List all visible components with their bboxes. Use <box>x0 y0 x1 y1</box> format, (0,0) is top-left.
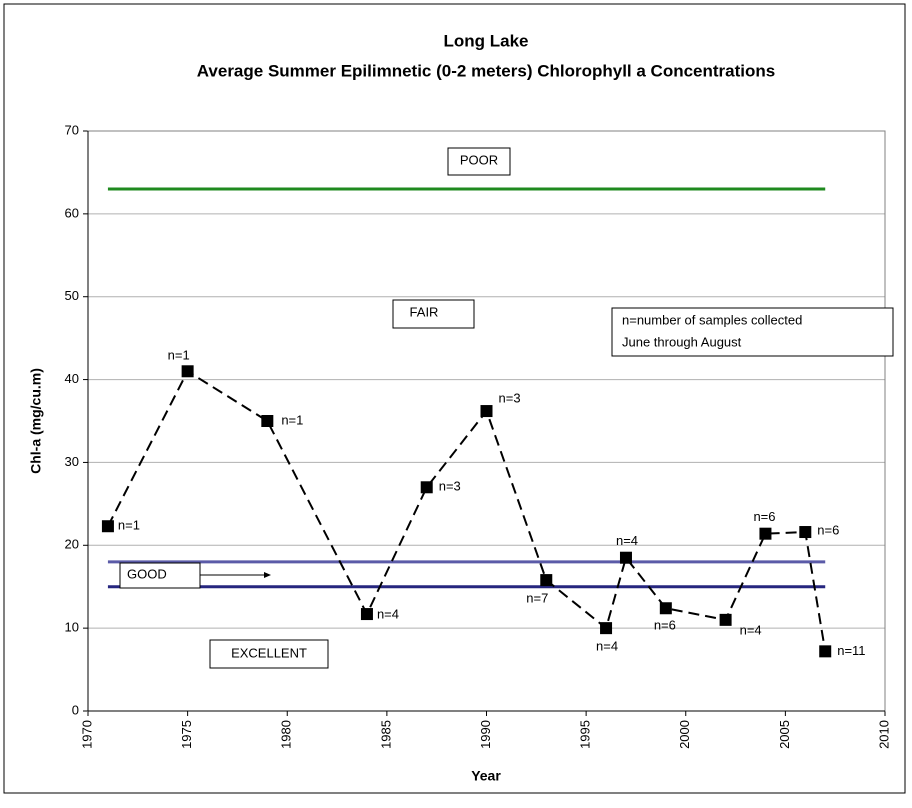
point-label: n=11 <box>837 643 865 658</box>
chart-title: Long Lake <box>443 31 528 50</box>
data-point <box>759 527 772 540</box>
point-label: n=6 <box>753 509 775 524</box>
point-label: n=1 <box>281 412 303 427</box>
x-tick-label: 2000 <box>677 720 692 749</box>
x-tick-label: 2005 <box>777 720 792 749</box>
y-tick-label: 30 <box>65 454 79 469</box>
data-point <box>360 608 373 621</box>
x-tick-label: 1980 <box>279 720 294 749</box>
point-label: n=6 <box>817 522 839 537</box>
arrow-head <box>264 572 271 578</box>
data-point <box>181 365 194 378</box>
data-point <box>819 645 832 658</box>
note-text: n=number of samples collected <box>622 312 802 327</box>
zone-box <box>447 147 511 176</box>
zone-label: POOR <box>460 152 498 167</box>
point-label: n=4 <box>377 606 399 621</box>
x-tick-label: 1975 <box>179 720 194 749</box>
y-tick-label: 20 <box>65 537 79 552</box>
chart-subtitle: Average Summer Epilimnetic (0-2 meters) … <box>197 61 775 80</box>
data-point <box>101 520 114 533</box>
data-line <box>107 369 827 652</box>
grid <box>83 130 886 716</box>
x-tick-label: 1970 <box>79 720 94 749</box>
x-tick-label: 1985 <box>378 720 393 749</box>
y-tick-label: 10 <box>65 620 79 635</box>
y-tick-label: 40 <box>65 371 79 386</box>
x-tick-label: 1990 <box>478 720 493 749</box>
data-point <box>619 551 632 564</box>
chart-frame <box>3 3 906 794</box>
point-label: n=4 <box>740 622 762 637</box>
data-point <box>420 481 433 494</box>
note-box <box>611 307 894 357</box>
zone-boxes: POOR FAIR GOOD EXCELLENT n=number of sam… <box>119 147 894 669</box>
x-tick-label: 1995 <box>578 720 593 749</box>
y-tick-label: 60 <box>65 205 79 220</box>
data-point <box>540 574 553 587</box>
zone-label: FAIR <box>410 304 439 319</box>
note-text: June through August <box>622 334 742 349</box>
data-point <box>600 622 613 635</box>
point-label: n=3 <box>439 479 461 494</box>
zone-box <box>209 639 329 669</box>
zone-box <box>392 299 475 329</box>
data-point <box>799 526 812 539</box>
y-tick-label: 70 <box>65 122 79 137</box>
x-tick-label: 2010 <box>876 720 891 749</box>
zone-box <box>119 562 201 589</box>
point-label: n=1 <box>118 518 140 533</box>
point-label: n=4 <box>596 639 618 654</box>
zone-label: GOOD <box>127 566 167 581</box>
point-label: n=4 <box>616 533 638 548</box>
point-label: n=7 <box>526 591 548 606</box>
point-label: n=6 <box>654 618 676 633</box>
y-tick-label: 0 <box>72 702 79 717</box>
zone-label: EXCELLENT <box>231 645 307 660</box>
point-label: n=1 <box>168 348 190 363</box>
data-point <box>659 602 672 615</box>
x-axis-label: Year <box>471 768 501 784</box>
data-point <box>480 405 493 418</box>
reference-lines <box>107 187 826 589</box>
data-point <box>719 613 732 626</box>
y-axis-label: Chl-a (mg/cu.m) <box>28 368 44 474</box>
point-label: n=3 <box>499 390 521 405</box>
data-point <box>261 415 274 427</box>
y-tick-label: 50 <box>65 288 79 303</box>
